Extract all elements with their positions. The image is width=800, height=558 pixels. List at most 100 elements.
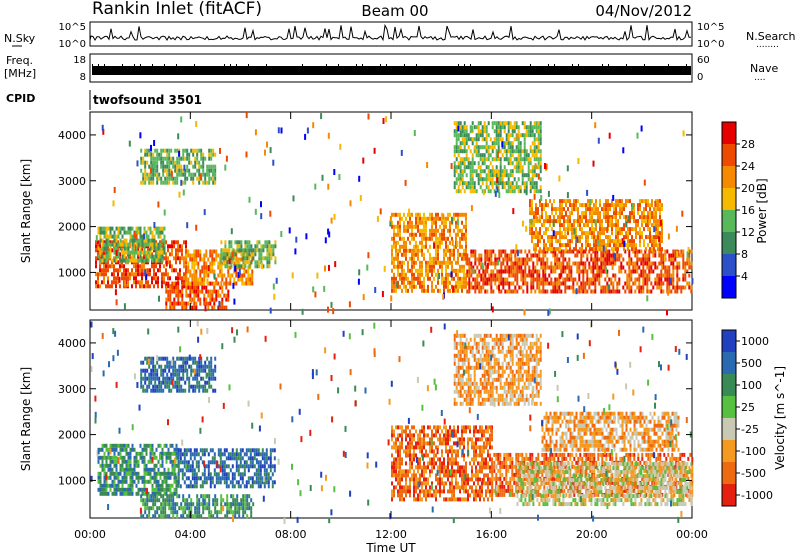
power-cell — [415, 217, 417, 221]
power-cell — [520, 145, 522, 149]
power-cell — [403, 277, 405, 281]
power-cell — [488, 274, 490, 278]
power-cell — [102, 247, 104, 251]
power-cell — [111, 284, 113, 288]
power-cell — [391, 281, 393, 285]
power-cell — [423, 257, 425, 261]
power-cell — [187, 286, 189, 290]
power-cell — [391, 245, 393, 249]
power-cell — [648, 258, 650, 262]
velocity-cell — [116, 488, 118, 492]
power-cell — [599, 235, 601, 239]
power-cell — [403, 269, 405, 273]
power-cell — [118, 255, 120, 259]
power-cell — [670, 254, 672, 258]
power-cell — [248, 244, 250, 248]
power-cell — [551, 243, 553, 247]
power-cell — [429, 253, 431, 257]
velocity-cell — [144, 476, 146, 480]
power-cell — [120, 259, 122, 263]
power-cell — [648, 290, 650, 294]
power-cell — [461, 213, 463, 217]
power-cell — [653, 247, 655, 251]
power-cell — [676, 286, 678, 290]
power-cell — [103, 280, 105, 284]
power-cell — [183, 282, 185, 286]
power-cell — [115, 268, 117, 272]
power-cell — [187, 294, 189, 298]
power-cell — [139, 272, 141, 276]
velocity-cell — [150, 460, 152, 464]
velocity-cell — [218, 480, 220, 484]
power-cell — [470, 270, 472, 274]
power-cell — [135, 272, 137, 276]
velocity-cell — [208, 476, 210, 480]
velocity-cell — [164, 514, 166, 518]
power-cell — [417, 273, 419, 277]
power-cell — [615, 239, 617, 243]
power-cell — [498, 121, 500, 125]
power-cell — [596, 270, 598, 274]
power-cell — [183, 256, 185, 260]
power-cell — [203, 282, 205, 286]
power-cell — [460, 125, 462, 129]
power-cell — [242, 264, 244, 268]
power-cell — [209, 254, 211, 258]
power-cell — [171, 290, 173, 294]
power-cell — [520, 270, 522, 274]
power-cell — [192, 177, 194, 181]
power-cell — [498, 285, 500, 291]
velocity-cell — [136, 460, 138, 464]
power-cell — [642, 290, 644, 294]
power-cell — [611, 239, 613, 243]
power-cell — [613, 247, 615, 251]
power-cell — [554, 266, 556, 270]
power-cell — [391, 277, 393, 281]
power-cell — [413, 233, 415, 237]
power-cell — [516, 157, 518, 161]
power-cell — [158, 177, 160, 181]
power-cell — [568, 262, 570, 266]
power-cell — [142, 259, 144, 263]
power-cell — [563, 223, 565, 227]
velocity-cell — [98, 488, 100, 492]
power-cell — [459, 180, 461, 186]
power-cell — [443, 253, 445, 257]
power-cell — [508, 258, 510, 262]
power-cell — [500, 137, 502, 141]
power-colorbar-tick-label: 20 — [741, 182, 755, 195]
power-cell — [158, 235, 160, 239]
power-cell — [465, 237, 467, 241]
power-cell — [142, 161, 144, 165]
power-cell — [589, 219, 591, 223]
power-cell — [141, 280, 143, 284]
velocity-cell — [158, 460, 160, 464]
power-cell — [458, 161, 460, 165]
power-cell — [181, 248, 183, 252]
power-cell — [433, 229, 435, 233]
velocity-cell — [226, 484, 228, 488]
power-cell — [576, 282, 578, 286]
power-cell — [214, 165, 216, 169]
power-cell — [208, 169, 210, 173]
power-cell — [193, 290, 195, 294]
power-cell — [546, 262, 548, 266]
power-cell — [654, 254, 656, 258]
power-cell — [583, 215, 585, 219]
power-cell — [516, 290, 518, 294]
power-cell — [193, 250, 195, 254]
power-cell — [191, 278, 193, 282]
power-cell — [131, 272, 133, 276]
power-cell — [191, 286, 193, 290]
power-cell — [617, 227, 619, 231]
power-cell — [576, 266, 578, 270]
power-cell — [116, 259, 118, 263]
power-cell — [578, 286, 580, 290]
velocity-cell — [270, 476, 272, 480]
velocity-cell — [220, 480, 222, 484]
power-cell — [608, 254, 610, 258]
velocity-cell — [242, 472, 244, 476]
power-cell — [197, 286, 199, 290]
velocity-cell — [152, 476, 154, 480]
power-cell — [171, 282, 173, 286]
